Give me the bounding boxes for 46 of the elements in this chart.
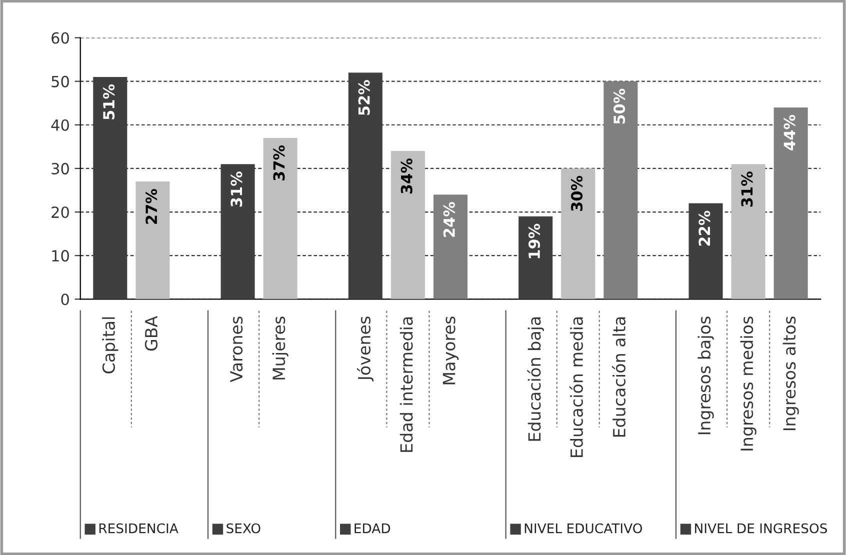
text: RESIDENCIA [99, 523, 178, 534]
y-tick-label: 0 [61, 294, 69, 306]
x-tick-label: Varones [230, 316, 243, 382]
bar [731, 164, 766, 300]
y-tick-label: 30 [52, 162, 69, 174]
bar [263, 138, 298, 300]
data-label: 34% [400, 158, 412, 194]
y-tick-label: 60 [52, 32, 69, 44]
y-tick-label: 50 [52, 76, 69, 88]
data-label: 31% [230, 172, 242, 207]
x-tick-label: GBA [144, 316, 158, 351]
x-tick-label: Educación media [569, 317, 583, 457]
data-label: 27% [146, 188, 158, 224]
x-tick-label: Ingresos medios [740, 316, 756, 450]
x-tick-label: Educación baja [527, 317, 544, 441]
x-tick-label: Educación alta [612, 317, 626, 437]
x-tick-label: Mayores [442, 316, 459, 384]
y-tick-label: 10 [52, 250, 69, 262]
x-tick-label: Ingresos bajos [698, 316, 714, 434]
text: NIVEL DE INGRESOS [695, 523, 827, 534]
data-label: 19% [528, 224, 540, 258]
data-label: 37% [273, 145, 285, 180]
x-tick-label: Capital [102, 317, 118, 374]
bar [774, 107, 808, 300]
data-label: 22% [698, 210, 710, 246]
y-tick-label: 20 [52, 206, 69, 218]
text: SEXO [226, 523, 260, 534]
data-label: 51% [103, 84, 115, 120]
data-label: 31% [741, 172, 753, 207]
x-tick-label: Mujeres [272, 316, 288, 380]
y-tick-label: 40 [51, 119, 69, 131]
bar [561, 168, 596, 300]
data-label: 30% [571, 176, 583, 211]
text: EDAD [354, 523, 390, 534]
bar [390, 151, 425, 300]
data-label: 50% [614, 88, 626, 124]
x-tick-label: Edad intermedia [400, 317, 413, 452]
x-tick-label: Ingresos altos [782, 316, 799, 430]
bar [433, 194, 468, 300]
x-tick-label: Jóvenes [356, 316, 374, 382]
text: NIVEL EDUCATIVO [524, 523, 642, 534]
bar [604, 81, 638, 300]
bar [136, 182, 170, 300]
data-label: 52% [358, 80, 370, 115]
data-label: 24% [443, 202, 455, 237]
data-label: 44% [784, 114, 796, 150]
